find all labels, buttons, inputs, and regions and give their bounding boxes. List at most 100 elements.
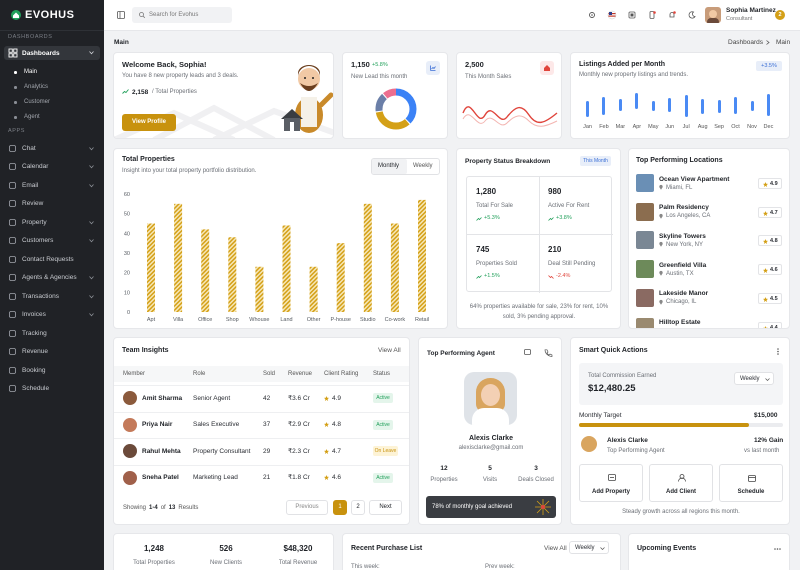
top-icon	[628, 11, 636, 19]
team-view-all[interactable]: View All	[378, 347, 401, 354]
icon-part	[652, 101, 655, 111]
user-name: Sophia Martinez	[726, 7, 776, 14]
pin-icon	[659, 329, 663, 330]
icon-part	[763, 296, 768, 302]
nav-item[interactable]: Agents & Agencies	[22, 274, 77, 281]
action-button[interactable]: Schedule	[719, 464, 783, 502]
icon-part	[89, 294, 94, 298]
period: Weekly	[575, 544, 595, 551]
tp-tabs: Monthly Weekly	[371, 158, 440, 175]
nav-icon	[9, 366, 16, 374]
pager-button[interactable]: 1	[333, 500, 347, 515]
rating: 4.9	[770, 181, 778, 187]
summary-label: New Clients	[209, 560, 242, 566]
icon-part	[541, 505, 545, 509]
action-button[interactable]: Add Client	[649, 464, 713, 502]
pager-button[interactable]: 2	[351, 500, 365, 515]
rating-badge: 4.8	[758, 235, 782, 247]
icon-part	[304, 77, 306, 79]
tab[interactable]: Weekly	[413, 163, 433, 169]
search-box[interactable]: Search for Evohus	[132, 7, 232, 23]
icon-part	[777, 348, 779, 350]
nav-sub-item[interactable]: Customer	[24, 98, 51, 105]
purchases-view-all[interactable]: View All	[544, 545, 567, 552]
star	[763, 239, 768, 245]
location-place: Chicago, IL	[666, 299, 697, 306]
nav-sub-item[interactable]: Analytics	[24, 83, 49, 90]
star	[324, 422, 329, 427]
icon-part	[9, 237, 16, 244]
period-dropdown[interactable]: Weekly	[734, 372, 774, 385]
status-pill: Active	[373, 393, 393, 403]
pager-button[interactable]: Previous	[286, 500, 328, 515]
location-name: Lakeside Manor	[659, 290, 709, 298]
nav-item[interactable]: Chat	[22, 144, 36, 152]
action-button[interactable]: Add Property	[579, 464, 643, 502]
action-label: Add Client	[666, 489, 696, 495]
breadcrumb-current: Main	[776, 38, 791, 46]
nav-sub-item[interactable]: Main	[24, 68, 38, 75]
member-role: Sales Executive	[193, 421, 240, 428]
icon-part	[375, 88, 417, 130]
bar	[363, 203, 372, 312]
user-role: Consultant	[726, 16, 753, 22]
view-profile-button[interactable]: View Profile	[122, 114, 176, 131]
pin-icon	[659, 242, 663, 248]
nav-item[interactable]: Calendar	[22, 163, 49, 170]
nav-item[interactable]: Schedule	[22, 385, 50, 392]
nav-item[interactable]: Customers	[22, 237, 54, 244]
tp-title: Total Properties	[122, 156, 175, 163]
nav-item[interactable]: Property	[22, 218, 47, 226]
nav-item[interactable]: Booking	[22, 366, 46, 374]
nav-item[interactable]: Dashboards	[22, 49, 60, 57]
icon-part	[9, 181, 16, 189]
nav-sub-item[interactable]: Agent	[24, 113, 40, 120]
avatar-body	[707, 18, 719, 23]
bar	[336, 243, 345, 312]
nav-item[interactable]: Tracking	[22, 329, 47, 337]
location-place: Miami, FL	[666, 184, 693, 191]
icon-part	[524, 349, 531, 355]
breadcrumb-link[interactable]: Dashboards	[728, 38, 764, 46]
this-week: This week:	[351, 564, 380, 570]
icon-part	[9, 348, 16, 355]
location-thumb	[636, 202, 654, 221]
status-value: 210	[548, 245, 562, 254]
icon-part	[734, 97, 737, 114]
nav-item[interactable]: Transactions	[22, 292, 59, 300]
icon-part	[628, 11, 636, 19]
pager-button[interactable]: Next	[369, 500, 402, 515]
icon-part	[659, 271, 663, 276]
footer-text: of	[160, 505, 166, 511]
tab[interactable]: Monthly	[378, 163, 400, 169]
location-name: Skyline Towers	[659, 232, 706, 240]
chevron	[89, 313, 94, 317]
top-icon	[669, 11, 676, 18]
icon-part	[659, 328, 662, 329]
nav-icon	[9, 200, 16, 207]
x-tick-label: Apt	[147, 317, 156, 323]
y-tick-label: 40	[124, 231, 130, 237]
icon-part	[685, 95, 688, 117]
logo-icon	[11, 10, 21, 20]
period-dropdown[interactable]: Weekly	[569, 541, 609, 554]
status-change: +5.3%	[484, 215, 500, 221]
tp-chart: 0 10 20 30 40 50 60 Apt Villa Office Shop Whouse Lan…	[124, 192, 429, 323]
member-name: Priya Nair	[142, 421, 173, 428]
footer-text: Results	[178, 505, 199, 511]
total-properties-card: Total Properties Insight into your total …	[113, 148, 448, 329]
icon-part	[8, 48, 13, 53]
nav-item[interactable]: Invoices	[22, 311, 46, 318]
top-icon	[589, 12, 595, 18]
nav-item[interactable]: Email	[22, 181, 39, 189]
icon-part	[462, 106, 558, 123]
nav-item[interactable]: Review	[22, 200, 44, 207]
y-tick-label: 10	[124, 290, 130, 296]
location-name: Greenfield Villa	[659, 261, 707, 269]
nav-item[interactable]: Contact Requests	[22, 255, 74, 263]
nav-item[interactable]: Revenue	[22, 348, 49, 355]
member-name: Sneha Patel	[142, 474, 179, 481]
welcome-illustration	[281, 65, 333, 133]
welcome-title: Welcome Back, Sophia!	[122, 60, 207, 69]
icon-part	[476, 274, 482, 279]
